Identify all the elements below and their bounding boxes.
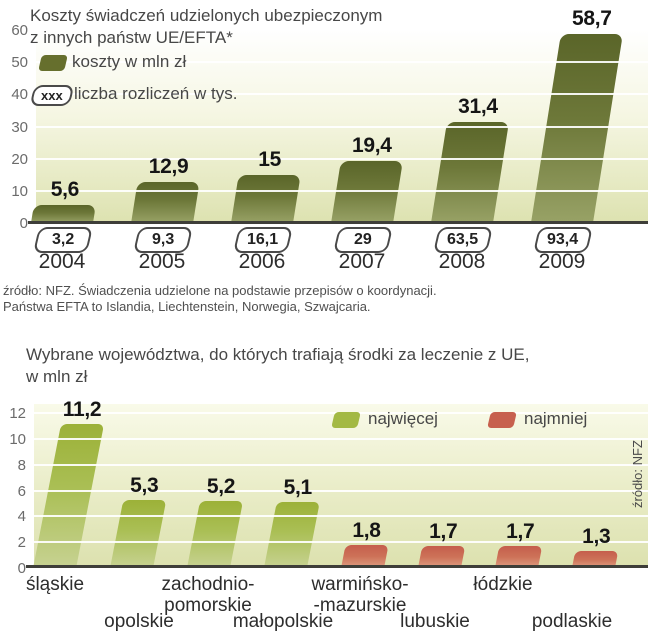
bottom-chart-category-label: -mazurskie: [313, 595, 407, 616]
top-chart-bar-value-label: 58,7: [571, 7, 612, 31]
most-legend-label: najwięcej: [368, 409, 438, 428]
settlements-legend-label: liczba rozliczeń w tys.: [74, 84, 238, 103]
top-chart-year-label: 2005: [138, 250, 186, 273]
bottom-chart-bar-value-label: 1,3: [582, 525, 611, 549]
top-chart-bar-value-label: 12,9: [148, 154, 189, 178]
top-chart-gridline: [36, 125, 648, 128]
top-chart-title-line2: z innych państw UE/EFTA*: [30, 28, 233, 47]
bottom-chart-baseline: [26, 565, 648, 568]
bottom-chart-title-line1: Wybrane województwa, do których trafiają…: [26, 345, 530, 364]
top-chart-source-line1: źródło: NFZ. Świadczenia udzielone na po…: [3, 283, 437, 298]
bottom-chart-title: Wybrane województwa, do których trafiają…: [26, 344, 529, 388]
top-chart-year-label: 2008: [438, 250, 486, 273]
bottom-chart-title-line2: w mln zł: [26, 367, 88, 386]
bottom-chart-bar-value-label: 5,3: [130, 473, 159, 497]
bottom-chart-y-tick-label: 8: [17, 456, 26, 474]
bottom-chart-bar-value-label: 11,2: [62, 397, 102, 421]
bottom-chart-category-label: podlaskie: [531, 611, 613, 632]
bottom-chart-bar-value-label: 1,7: [506, 520, 535, 544]
bottom-chart-category-label: łódzkie: [473, 574, 533, 595]
top-chart-gridline: [36, 29, 648, 31]
bottom-chart-category-label: zachodnio-: [161, 574, 255, 595]
bottom-chart-gridline: [34, 463, 648, 466]
top-chart-bar-value-label: 5,6: [50, 177, 80, 201]
bottom-chart-category-label: warmińsko-: [311, 574, 409, 595]
bottom-chart-category-label: pomorskie: [164, 595, 252, 616]
bottom-chart-gridline: [34, 515, 648, 518]
top-chart-y-tick-label: 0: [19, 215, 28, 232]
costs-legend-swatch: [38, 55, 68, 71]
bottom-chart-y-tick-label: 0: [17, 560, 26, 577]
top-chart-bar: [131, 181, 200, 223]
bottom-chart-source-vertical: źródło: NFZ: [630, 440, 645, 508]
bottom-chart-category-label: śląskie: [25, 574, 85, 595]
most-legend-swatch: [331, 412, 361, 428]
top-chart-year-label: 2007: [338, 250, 386, 273]
bottom-chart-y-tick-label: 12: [9, 405, 26, 423]
top-chart-baseline: [28, 221, 648, 224]
bottom-chart-y-tick-label: 4: [17, 508, 26, 526]
top-chart-year-label: 2009: [538, 250, 586, 273]
bottom-chart-category-label: opolskie: [104, 611, 174, 632]
costs-legend-label: koszty w mln zł: [72, 52, 187, 71]
top-chart-bar-value-label: 31,4: [458, 94, 498, 118]
settlement-pill-value: 16,1: [247, 231, 279, 248]
settlement-pill-value: 3,2: [51, 231, 75, 248]
top-chart-bar-value-label: 15: [258, 147, 281, 171]
top-chart-bar-value-label: 19,4: [352, 133, 392, 157]
bottom-chart-y-tick-label: 6: [17, 482, 26, 500]
least-legend-swatch: [487, 412, 517, 428]
top-chart-y-tick-label: 40: [11, 86, 28, 104]
top-chart-gridline: [36, 93, 648, 96]
bottom-chart-gridline: [34, 541, 648, 544]
bottom-chart-y-tick-label: 2: [17, 534, 26, 552]
top-chart-year-label: 2004: [38, 250, 86, 273]
top-chart-y-tick-label: 50: [11, 54, 28, 72]
settlement-pill-value: 29: [354, 231, 372, 248]
top-chart-gridline: [36, 157, 648, 160]
bottom-chart-gridline: [34, 438, 648, 440]
bottom-chart-category-label: lubuskie: [400, 611, 470, 632]
top-chart-year-label: 2006: [238, 250, 286, 273]
settlement-pill-value: 9,3: [151, 231, 175, 248]
bottom-chart-category-label: małopolskie: [232, 611, 334, 632]
bottom-chart-gridline: [34, 489, 648, 492]
settlement-pill-value: 93,4: [547, 231, 579, 248]
top-chart-y-tick-label: 20: [11, 150, 28, 168]
top-chart-y-tick-label: 60: [11, 22, 28, 39]
bottom-chart-bar-value-label: 5,2: [206, 474, 236, 498]
top-chart-source-line2: Państwa EFTA to Islandia, Liechtenstein,…: [3, 299, 371, 314]
settlements-legend-pill: xxx: [29, 85, 75, 106]
settlements-legend-pill-symbol: xxx: [41, 88, 63, 103]
settlement-pill-value: 63,5: [447, 231, 479, 248]
bottom-chart-bar-value-label: 5,1: [283, 476, 313, 500]
top-chart-title-line1: Koszty świadczeń udzielonych ubezpieczon…: [30, 6, 383, 25]
top-chart-gridline: [36, 189, 648, 192]
bottom-chart-bar-value-label: 1,7: [429, 520, 458, 544]
top-chart-gridline: [36, 61, 648, 64]
bottom-chart-bar-value-label: 1,8: [352, 518, 381, 542]
top-chart-title: Koszty świadczeń udzielonych ubezpieczon…: [30, 5, 382, 49]
least-legend-label: najmniej: [524, 409, 588, 428]
bottom-chart-y-tick-label: 10: [9, 431, 26, 448]
top-chart-bar: [231, 174, 301, 223]
top-chart-y-tick-label: 10: [11, 182, 28, 200]
top-chart-y-tick-label: 30: [11, 118, 28, 136]
